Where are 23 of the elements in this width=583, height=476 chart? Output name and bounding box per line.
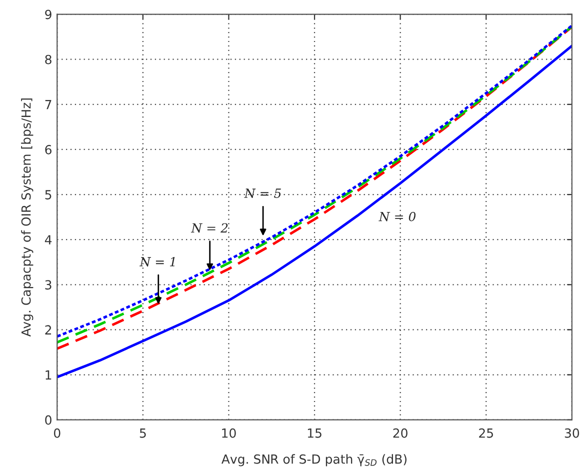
x-tick-label: 30	[564, 428, 580, 438]
y-tick-label: 7	[45, 100, 52, 110]
y-tick-label: 0	[45, 415, 52, 425]
x-tick-label: 15	[308, 428, 322, 438]
y-axis-title: Avg. Capacpty of OIR System [bps/Hz]	[21, 98, 34, 337]
y-tick-label: 3	[45, 280, 52, 290]
annotation: N = 0	[378, 212, 416, 222]
y-tick-label: 5	[45, 190, 52, 200]
y-tick-label: 9	[45, 10, 52, 20]
y-tick-label: 4	[44, 235, 52, 244]
y-tick-label: 6	[45, 144, 52, 154]
x-tick-label: 20	[393, 428, 408, 438]
annotation: N = 5	[244, 188, 281, 198]
x-tick-label: 25	[479, 428, 493, 438]
y-tick-label: 8	[45, 54, 52, 64]
x-axis-title: Avg. SNR of S-D path γ̄$_{SD}$ (dB)	[222, 454, 406, 466]
annotation: N = 2	[190, 223, 228, 233]
x-tick-label: 0	[54, 428, 60, 438]
annotation: N = 1	[139, 257, 175, 266]
x-tick-label: 10	[222, 428, 236, 438]
x-tick-label: 5	[140, 428, 146, 438]
y-tick-label: 1	[46, 370, 52, 380]
y-tick-label: 2	[45, 325, 52, 334]
